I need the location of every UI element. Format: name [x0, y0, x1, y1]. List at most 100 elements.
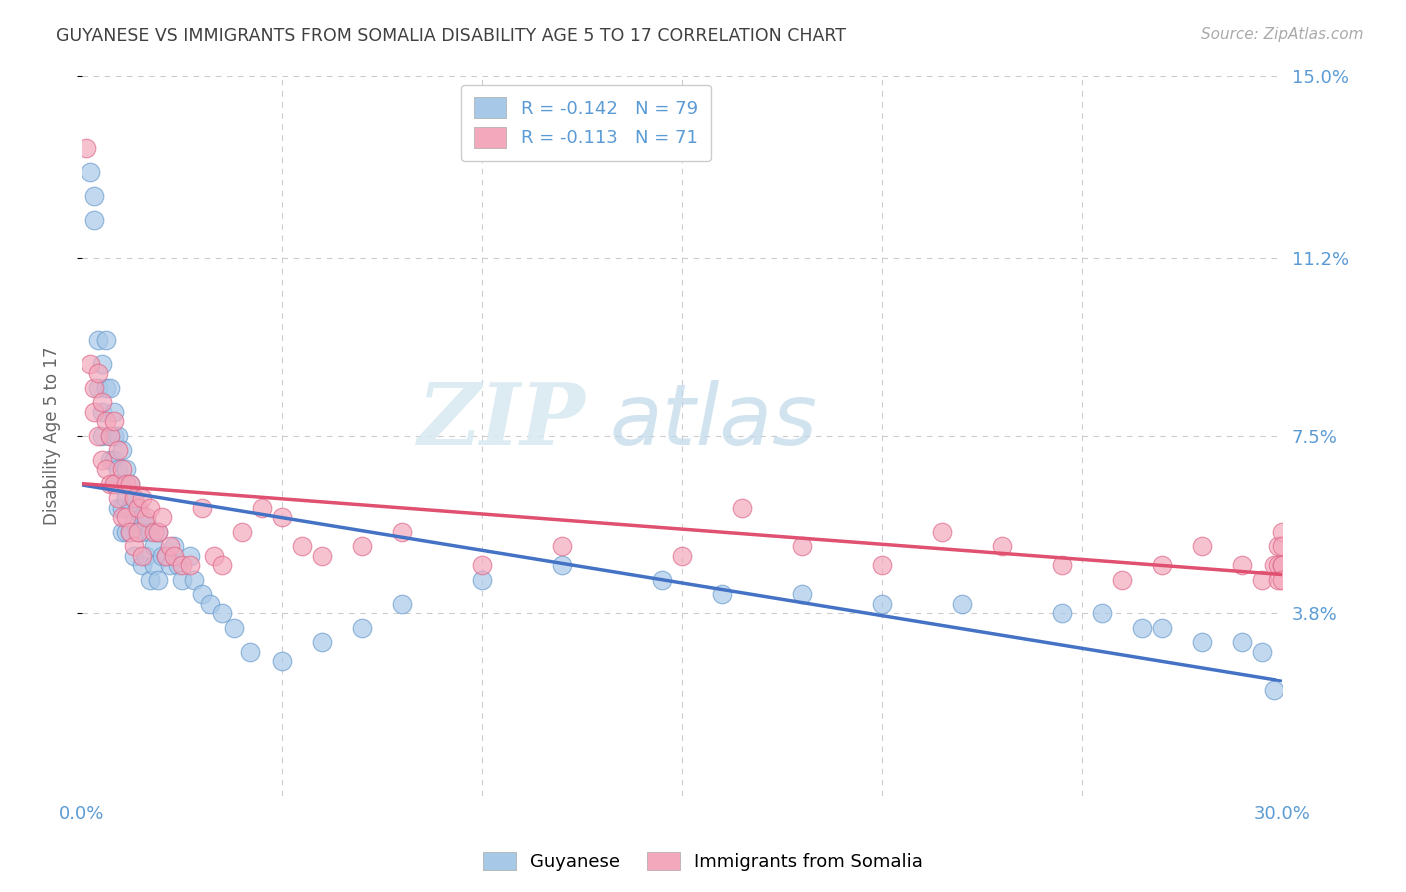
Point — [155, 549, 177, 563]
Point — [118, 476, 141, 491]
Point — [79, 357, 101, 371]
Point — [1050, 607, 1073, 621]
Point — [170, 558, 193, 573]
Point — [191, 587, 214, 601]
Point — [111, 462, 134, 476]
Point — [98, 476, 121, 491]
Point — [1191, 539, 1213, 553]
Point — [135, 510, 157, 524]
Point — [167, 558, 190, 573]
Point — [122, 491, 145, 505]
Point — [118, 476, 141, 491]
Y-axis label: Disability Age 5 to 17: Disability Age 5 to 17 — [44, 346, 60, 524]
Point — [131, 491, 153, 505]
Point — [170, 573, 193, 587]
Point — [1130, 621, 1153, 635]
Point — [127, 524, 149, 539]
Point — [311, 635, 333, 649]
Point — [150, 549, 173, 563]
Point — [91, 357, 114, 371]
Point — [231, 524, 253, 539]
Point — [111, 510, 134, 524]
Point — [122, 491, 145, 505]
Point — [107, 462, 129, 476]
Point — [790, 539, 813, 553]
Point — [1271, 573, 1294, 587]
Point — [139, 500, 162, 515]
Point — [111, 500, 134, 515]
Point — [198, 597, 221, 611]
Point — [118, 500, 141, 515]
Legend: R = -0.142   N = 79, R = -0.113   N = 71: R = -0.142 N = 79, R = -0.113 N = 71 — [461, 85, 710, 161]
Point — [1271, 524, 1294, 539]
Point — [87, 428, 110, 442]
Point — [1050, 558, 1073, 573]
Point — [271, 510, 294, 524]
Point — [91, 404, 114, 418]
Legend: Guyanese, Immigrants from Somalia: Guyanese, Immigrants from Somalia — [475, 845, 931, 879]
Point — [1271, 539, 1294, 553]
Point — [870, 597, 893, 611]
Point — [179, 549, 201, 563]
Point — [191, 500, 214, 515]
Point — [131, 524, 153, 539]
Point — [98, 428, 121, 442]
Point — [135, 515, 157, 529]
Point — [163, 549, 186, 563]
Point — [311, 549, 333, 563]
Point — [122, 549, 145, 563]
Point — [1150, 558, 1173, 573]
Point — [115, 462, 138, 476]
Point — [135, 549, 157, 563]
Point — [142, 558, 165, 573]
Point — [1091, 607, 1114, 621]
Point — [179, 558, 201, 573]
Point — [671, 549, 693, 563]
Point — [202, 549, 225, 563]
Point — [211, 558, 233, 573]
Point — [94, 333, 117, 347]
Point — [103, 414, 125, 428]
Point — [870, 558, 893, 573]
Point — [551, 539, 574, 553]
Point — [991, 539, 1014, 553]
Text: Source: ZipAtlas.com: Source: ZipAtlas.com — [1201, 27, 1364, 42]
Point — [91, 428, 114, 442]
Point — [103, 476, 125, 491]
Point — [107, 428, 129, 442]
Point — [83, 404, 105, 418]
Point — [131, 549, 153, 563]
Point — [1263, 683, 1285, 698]
Point — [731, 500, 754, 515]
Point — [103, 452, 125, 467]
Point — [142, 524, 165, 539]
Point — [94, 381, 117, 395]
Point — [111, 476, 134, 491]
Point — [1271, 558, 1294, 573]
Point — [118, 524, 141, 539]
Point — [1251, 573, 1274, 587]
Point — [1150, 621, 1173, 635]
Point — [127, 500, 149, 515]
Point — [107, 443, 129, 458]
Point — [1267, 539, 1289, 553]
Point — [1267, 573, 1289, 587]
Point — [391, 597, 413, 611]
Point — [291, 539, 314, 553]
Point — [146, 573, 169, 587]
Point — [111, 524, 134, 539]
Point — [98, 381, 121, 395]
Point — [87, 333, 110, 347]
Point — [111, 443, 134, 458]
Point — [94, 462, 117, 476]
Text: GUYANESE VS IMMIGRANTS FROM SOMALIA DISABILITY AGE 5 TO 17 CORRELATION CHART: GUYANESE VS IMMIGRANTS FROM SOMALIA DISA… — [56, 27, 846, 45]
Point — [183, 573, 205, 587]
Point — [239, 645, 262, 659]
Point — [1230, 558, 1253, 573]
Point — [98, 428, 121, 442]
Point — [1230, 635, 1253, 649]
Point — [83, 381, 105, 395]
Point — [91, 395, 114, 409]
Point — [122, 515, 145, 529]
Point — [127, 500, 149, 515]
